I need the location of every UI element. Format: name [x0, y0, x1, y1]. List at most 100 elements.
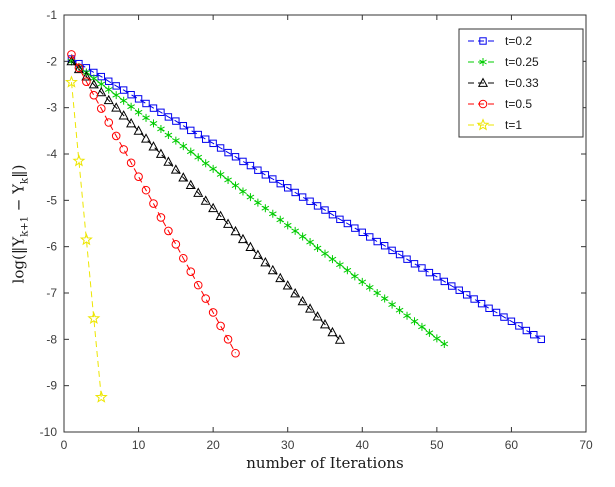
marker-asterisk: [119, 96, 128, 105]
marker-square: [142, 99, 150, 108]
x-tick-label: 60: [505, 438, 519, 452]
marker-triangle: [252, 249, 263, 259]
marker-circle: [111, 131, 121, 141]
marker-circle: [216, 321, 225, 331]
marker-triangle: [81, 71, 92, 81]
marker-asterisk: [149, 119, 158, 128]
y-axis-label: log(‖Yk+1 − Yk‖): [10, 165, 31, 284]
marker-asterisk: [104, 85, 113, 94]
marker-asterisk: [440, 339, 449, 348]
marker-circle: [208, 308, 218, 317]
marker-asterisk: [291, 226, 300, 235]
marker-asterisk: [201, 159, 210, 168]
marker-square: [477, 299, 486, 308]
marker-square: [224, 148, 232, 157]
marker-square: [485, 304, 493, 312]
marker-triangle: [208, 202, 219, 213]
x-tick-label: 10: [132, 438, 146, 452]
marker-asterisk: [268, 209, 277, 218]
marker-square: [216, 144, 225, 152]
marker-square: [537, 335, 545, 344]
legend-label: t=0.2: [505, 34, 532, 48]
marker-square: [194, 130, 202, 139]
marker-square: [448, 282, 456, 290]
marker-square: [261, 171, 270, 179]
marker-circle: [179, 253, 188, 263]
marker-asterisk: [388, 300, 396, 309]
marker-triangle: [319, 319, 331, 329]
legend-entry: t=0.25: [468, 55, 539, 69]
marker-asterisk: [112, 91, 121, 100]
legend-label: t=0.5: [505, 97, 532, 111]
marker-triangle: [312, 311, 323, 321]
marker-circle: [201, 294, 210, 303]
marker-square: [425, 268, 434, 277]
marker-asterisk: [254, 198, 262, 207]
legend-entry: t=0.5: [468, 97, 532, 111]
legend-entry: t=1: [468, 118, 522, 132]
series-t-0.33: [66, 55, 345, 344]
marker-pentagram: [79, 232, 93, 246]
marker-square: [119, 86, 128, 94]
x-tick-label: 20: [206, 438, 220, 452]
marker-pentagram: [476, 118, 490, 131]
series-t-0.5: [67, 50, 240, 358]
marker-square: [403, 255, 411, 263]
marker-square: [410, 260, 419, 268]
marker-square: [328, 210, 337, 219]
marker-square: [164, 113, 173, 121]
marker-circle: [478, 99, 488, 109]
marker-triangle: [73, 63, 84, 74]
marker-circle: [74, 63, 84, 73]
marker-square: [530, 331, 538, 339]
marker-triangle: [148, 141, 159, 151]
marker-square: [269, 175, 277, 183]
marker-triangle: [245, 241, 256, 252]
y-tick-label: -5: [46, 193, 57, 207]
marker-asterisk: [425, 328, 434, 337]
marker-triangle: [477, 77, 489, 87]
marker-triangle: [133, 125, 144, 135]
marker-square: [515, 322, 523, 330]
x-tick-label: 70: [579, 438, 593, 452]
marker-pentagram: [87, 311, 101, 324]
marker-square: [336, 215, 344, 224]
y-axis-label-part: − Y: [9, 183, 28, 216]
marker-triangle: [126, 117, 137, 128]
y-tick-label: -8: [46, 332, 57, 346]
marker-circle: [149, 199, 158, 208]
marker-triangle: [111, 102, 122, 112]
marker-triangle: [118, 110, 129, 120]
marker-circle: [141, 185, 151, 195]
marker-square: [179, 122, 188, 130]
marker-circle: [164, 226, 173, 236]
y-tick-label: -7: [46, 286, 57, 300]
x-tick-label: 0: [61, 438, 68, 452]
marker-asterisk: [97, 80, 106, 89]
plot-box: [63, 14, 587, 433]
marker-square: [380, 242, 389, 250]
marker-triangle: [327, 326, 338, 337]
marker-circle: [119, 145, 128, 154]
marker-square: [306, 197, 314, 205]
marker-asterisk: [239, 187, 247, 196]
y-tick-label: -1: [46, 8, 57, 22]
marker-square: [231, 153, 240, 161]
marker-triangle: [230, 225, 241, 236]
marker-circle: [171, 240, 181, 249]
marker-triangle: [237, 233, 249, 244]
series-line: [71, 82, 102, 398]
marker-circle: [156, 213, 166, 222]
marker-triangle: [282, 280, 293, 290]
y-tick-label: -6: [46, 240, 57, 254]
marker-circle: [231, 348, 240, 358]
y-tick-label: -10: [40, 425, 58, 439]
marker-triangle: [267, 264, 278, 275]
marker-asterisk: [479, 58, 487, 66]
marker-asterisk: [336, 260, 344, 269]
marker-triangle: [140, 133, 152, 143]
marker-circle: [82, 77, 91, 87]
marker-circle: [193, 280, 203, 290]
